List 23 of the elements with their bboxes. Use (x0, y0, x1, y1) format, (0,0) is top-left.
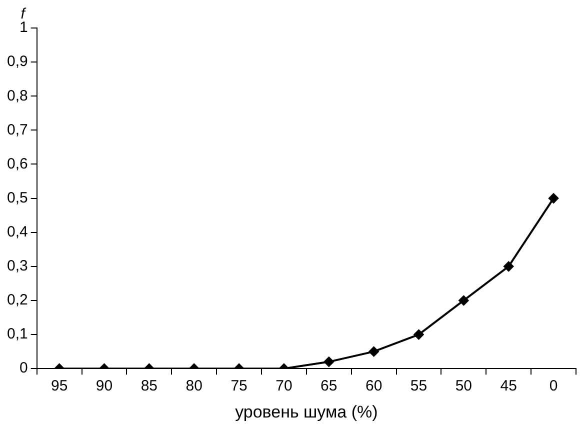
y-tick-label: 0,7 (6, 121, 28, 138)
x-tick-label: 45 (500, 378, 517, 395)
x-tick-label: 50 (455, 378, 472, 395)
x-tick-label: 85 (140, 378, 158, 395)
x-tick-label: 80 (186, 378, 202, 395)
y-tick-label: 0,4 (6, 224, 28, 240)
y-tick-label: 0,1 (6, 326, 28, 343)
y-tick-label: 0 (20, 360, 28, 377)
x-axis-title: уровень шума (%) (235, 402, 378, 422)
x-tick-label: 0 (549, 378, 558, 395)
x-tick-label: 55 (410, 378, 428, 395)
y-tick-label: 0,9 (6, 53, 28, 70)
x-tick-label: 65 (320, 378, 338, 395)
x-tick-label: 70 (276, 378, 292, 395)
x-tick-label: 90 (96, 378, 113, 395)
y-tick-label: 0,6 (6, 155, 28, 172)
y-tick-label: 0,2 (6, 292, 28, 309)
x-tick-label: 60 (365, 378, 382, 395)
x-tick-label: 75 (230, 378, 248, 395)
y-tick-label: 0,5 (6, 189, 28, 206)
y-tick-label: 0,8 (6, 87, 28, 104)
x-tick-label: 95 (50, 378, 68, 395)
y-tick-label: 0,3 (6, 258, 28, 275)
